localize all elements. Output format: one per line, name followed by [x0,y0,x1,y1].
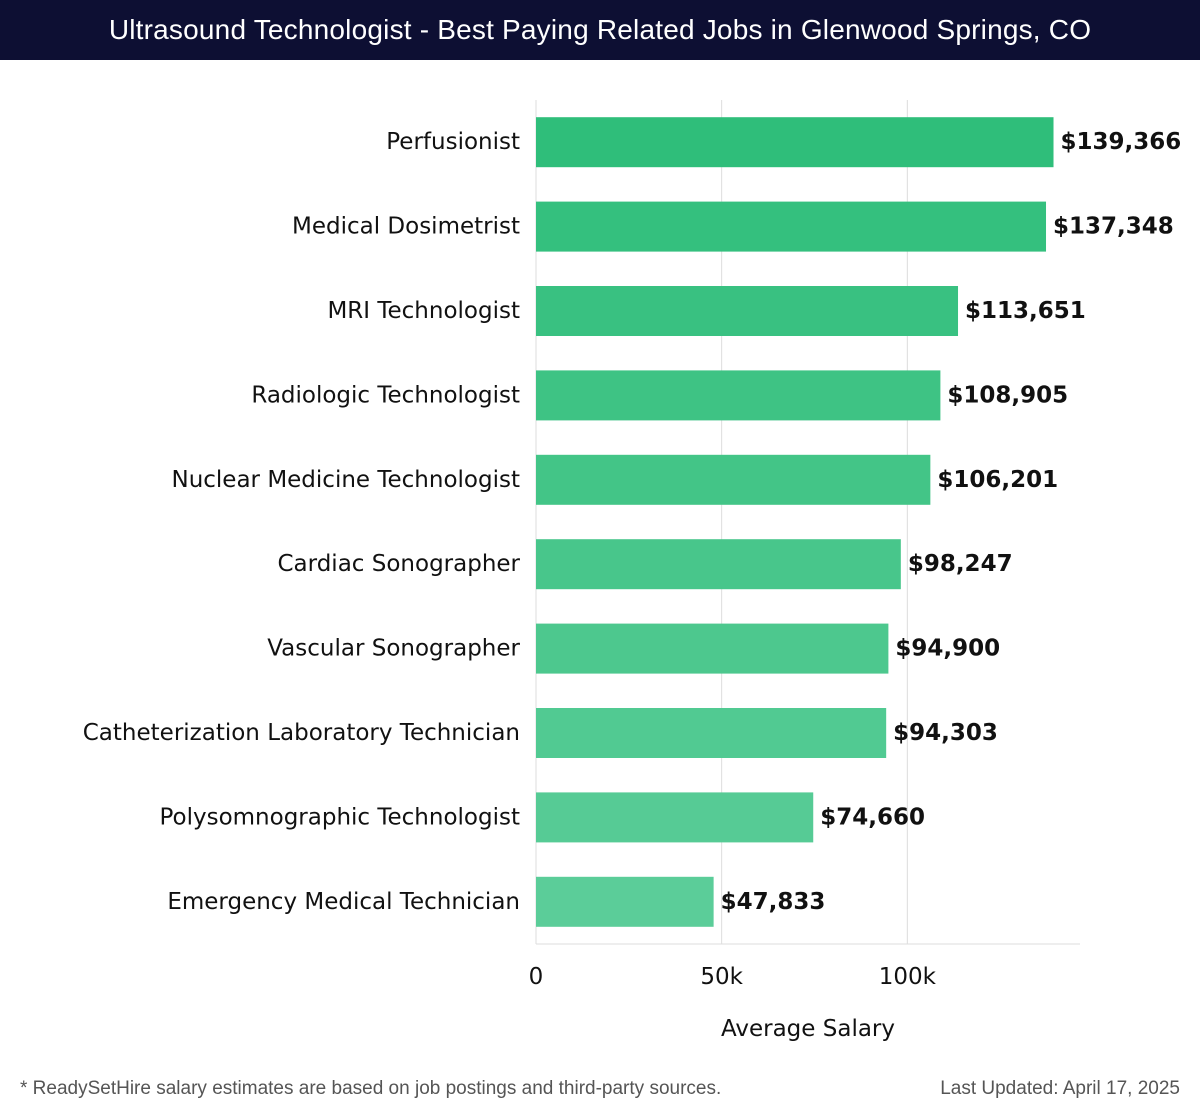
value-label-6: $94,900 [895,636,1000,662]
bar-5 [536,539,901,590]
value-label-2: $113,651 [965,298,1086,324]
category-label-2: MRI Technologist [327,298,520,324]
value-label-8: $74,660 [820,804,925,830]
bar-1 [536,201,1047,252]
value-label-5: $98,247 [908,551,1013,577]
x-axis-label: Average Salary [721,1016,895,1042]
category-label-3: Radiologic Technologist [251,382,520,408]
bar-9 [536,876,714,927]
value-label-4: $106,201 [937,467,1058,493]
value-label-7: $94,303 [893,720,998,746]
value-label-1: $137,348 [1053,214,1174,240]
category-label-7: Catheterization Laboratory Technician [83,720,520,746]
category-label-1: Medical Dosimetrist [292,214,520,240]
x-tick-label-1: 50k [700,964,743,990]
bar-2 [536,286,959,336]
category-label-5: Cardiac Sonographer [278,551,521,577]
bar-3 [536,370,941,421]
x-tick-label-2: 100k [879,964,937,990]
footer-note: * ReadySetHire salary estimates are base… [20,1078,722,1099]
x-tick-label-0: 0 [529,964,544,990]
bar-6 [536,623,889,674]
category-label-4: Nuclear Medicine Technologist [171,467,520,493]
chart-title: Ultrasound Technologist - Best Paying Re… [108,14,1092,45]
value-label-0: $139,366 [1061,129,1182,155]
bar-7 [536,708,887,758]
category-label-9: Emergency Medical Technician [167,889,520,915]
chart-header: Ultrasound Technologist - Best Paying Re… [0,0,1200,60]
category-label-6: Vascular Sonographer [267,636,520,662]
bar-0 [536,117,1054,168]
last-updated: Last Updated: April 17, 2025 [940,1078,1180,1099]
bar-4 [536,454,931,505]
salary-bar-chart: Perfusionist $139,366 Medical Dosimetrist $… [83,100,1182,1042]
value-label-3: $108,905 [947,382,1068,408]
category-label-8: Polysomnographic Technologist [159,804,520,830]
category-label-0: Perfusionist [386,129,520,155]
value-label-9: $47,833 [721,889,826,915]
bar-8 [536,792,814,843]
